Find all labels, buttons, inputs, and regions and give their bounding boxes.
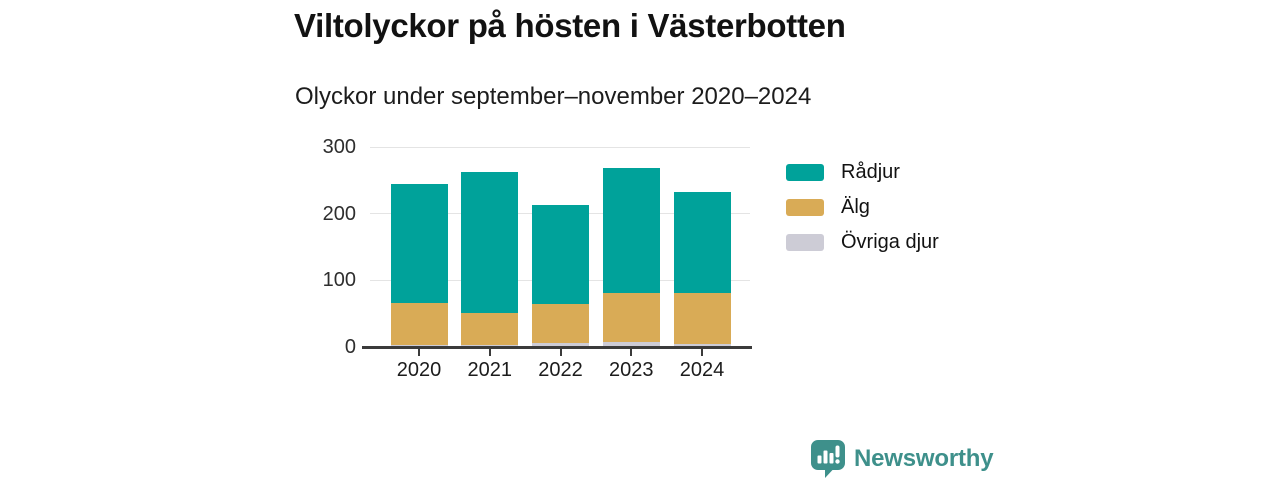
legend-item-ovriga-djur: Övriga djur	[786, 231, 939, 253]
bar-segment-radjur-2023	[602, 168, 660, 293]
bar-segment-ovriga-djur-2022	[532, 342, 589, 348]
x-axis-label: 2024	[679, 359, 725, 381]
bar-segment-alg-2024	[673, 293, 731, 344]
y-axis-label: 0	[344, 336, 356, 358]
bar-segment-alg-2023	[602, 292, 660, 342]
legend-swatch-radjur	[786, 163, 824, 181]
x-axis-line	[362, 346, 752, 349]
bar-segment-radjur-2024	[673, 192, 731, 294]
legend-item-alg: Älg	[786, 196, 939, 218]
y-axis-label: 300	[322, 136, 356, 158]
bar-segment-radjur-2020	[390, 184, 448, 304]
x-axis-label: 2022	[538, 359, 583, 381]
brand-name: Newsworthy	[854, 445, 994, 472]
legend-label: Älg	[841, 195, 870, 218]
newsworthy-logo-icon	[811, 440, 845, 478]
bar-segment-alg-2021	[461, 313, 519, 346]
x-axis-tick	[701, 349, 703, 356]
y-axis-label: 100	[322, 269, 356, 292]
legend-swatch-ovriga-djur	[786, 233, 824, 251]
legend-label: Övriga djur	[841, 230, 939, 253]
legend-label: Rådjur	[841, 160, 900, 183]
x-axis-tick	[418, 349, 420, 356]
x-axis-tick	[630, 349, 633, 356]
bar-segment-radjur-2021	[461, 172, 519, 314]
bar-segment-alg-2022	[532, 304, 589, 343]
brand-footer: Newsworthy	[811, 440, 994, 478]
y-axis-label: 200	[322, 202, 356, 225]
x-axis-label: 2021	[467, 359, 513, 381]
x-axis-tick	[559, 349, 562, 356]
legend-item-radjur: Rådjur	[786, 161, 939, 183]
gridline	[370, 146, 750, 148]
bar-segment-radjur-2022	[532, 204, 589, 304]
x-axis-tick	[488, 349, 491, 356]
x-axis-label: 2023	[609, 359, 654, 381]
bar-segment-ovriga-djur-2023	[602, 342, 660, 348]
bar-segment-alg-2020	[390, 303, 448, 346]
x-axis-label: 2020	[396, 359, 442, 381]
legend: Rådjur Älg Övriga djur	[786, 161, 939, 266]
chart-subtitle: Olyckor under september–november 2020–20…	[295, 83, 812, 110]
chart-title: Viltolyckor på hösten i Västerbotten	[294, 7, 846, 44]
legend-swatch-alg	[786, 198, 824, 216]
